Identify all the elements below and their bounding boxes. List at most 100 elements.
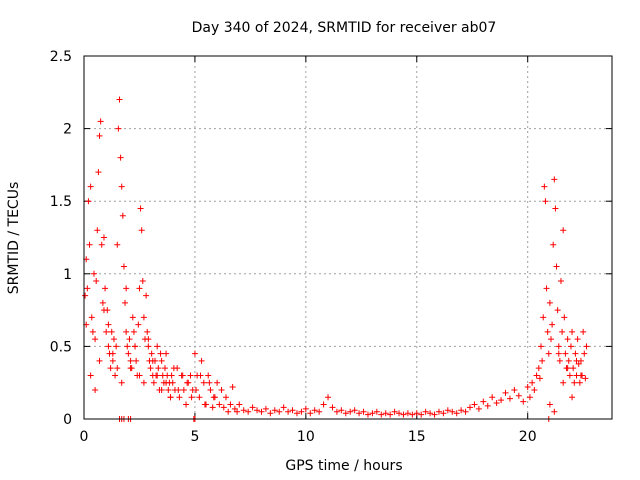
data-point — [356, 410, 363, 417]
data-point — [467, 404, 474, 411]
data-point — [206, 379, 213, 386]
data-point — [289, 407, 296, 414]
data-point — [112, 372, 119, 379]
data-point — [100, 307, 107, 314]
data-point — [126, 336, 133, 343]
data-point — [84, 285, 91, 292]
data-point — [440, 410, 447, 417]
data-point — [580, 328, 587, 335]
data-point — [567, 343, 574, 350]
data-point — [351, 407, 358, 414]
data-point — [82, 292, 89, 299]
data-point — [551, 408, 558, 415]
data-point — [167, 394, 174, 401]
x-tick-label: 10 — [297, 429, 315, 445]
data-point — [140, 379, 147, 386]
data-point — [540, 314, 547, 321]
data-point — [184, 379, 191, 386]
data-point — [154, 372, 161, 379]
data-point — [329, 404, 336, 411]
data-point — [94, 227, 101, 234]
data-point — [149, 357, 156, 364]
x-tick-label: 5 — [190, 429, 199, 445]
data-point — [93, 278, 100, 285]
data-point — [280, 404, 287, 411]
data-point — [163, 379, 170, 386]
data-point — [560, 379, 567, 386]
data-point — [396, 410, 403, 417]
data-point — [170, 365, 177, 372]
data-point — [539, 357, 546, 364]
data-point — [391, 408, 398, 415]
data-point — [127, 365, 134, 372]
data-point — [531, 386, 538, 393]
data-point — [554, 307, 561, 314]
data-point — [254, 407, 261, 414]
data-point — [158, 386, 165, 393]
data-point — [133, 357, 140, 364]
data-point — [422, 408, 429, 415]
data-point — [140, 314, 147, 321]
data-point — [245, 408, 252, 415]
data-point — [285, 408, 292, 415]
data-point — [311, 407, 318, 414]
data-point — [116, 96, 123, 103]
data-point — [506, 395, 513, 402]
data-point — [127, 357, 134, 364]
data-point — [581, 350, 588, 357]
data-point — [347, 408, 354, 415]
data-point — [489, 394, 496, 401]
data-point — [453, 410, 460, 417]
data-point — [145, 336, 152, 343]
data-point — [123, 285, 130, 292]
data-point — [529, 379, 536, 386]
data-point — [148, 350, 155, 357]
data-point — [511, 386, 518, 393]
x-tick-label: 0 — [80, 429, 89, 445]
data-point — [161, 365, 168, 372]
y-tick-label: 2 — [63, 122, 72, 138]
data-point — [560, 227, 567, 234]
data-point — [158, 357, 165, 364]
data-point — [176, 394, 183, 401]
data-point — [197, 372, 204, 379]
data-point — [236, 401, 243, 408]
data-point — [502, 389, 509, 396]
data-point — [549, 321, 556, 328]
y-tick-label: 1 — [63, 267, 72, 283]
data-point — [325, 394, 332, 401]
data-point — [570, 365, 577, 372]
data-point — [409, 411, 416, 418]
data-point — [475, 405, 482, 412]
data-point — [573, 357, 580, 364]
data-point — [205, 372, 212, 379]
data-point — [86, 241, 93, 248]
data-point — [557, 278, 564, 285]
data-point — [373, 408, 380, 415]
data-point — [124, 343, 131, 350]
data-point — [298, 408, 305, 415]
data-point — [118, 379, 125, 386]
data-point — [569, 328, 576, 335]
data-point — [109, 357, 116, 364]
data-point — [556, 357, 563, 364]
data-point — [137, 205, 144, 212]
data-point — [258, 408, 265, 415]
data-point — [125, 350, 132, 357]
data-point — [360, 408, 367, 415]
data-point — [135, 321, 142, 328]
data-point — [498, 397, 505, 404]
data-point — [123, 328, 130, 335]
data-point — [179, 372, 186, 379]
y-tick-label: 1.5 — [50, 194, 72, 210]
data-point — [550, 241, 557, 248]
x-tick-label: 15 — [408, 429, 426, 445]
data-point — [139, 278, 146, 285]
data-point — [113, 343, 120, 350]
data-point — [307, 410, 314, 417]
data-point — [105, 343, 112, 350]
data-point — [571, 379, 578, 386]
data-point — [316, 408, 323, 415]
data-point — [143, 292, 150, 299]
